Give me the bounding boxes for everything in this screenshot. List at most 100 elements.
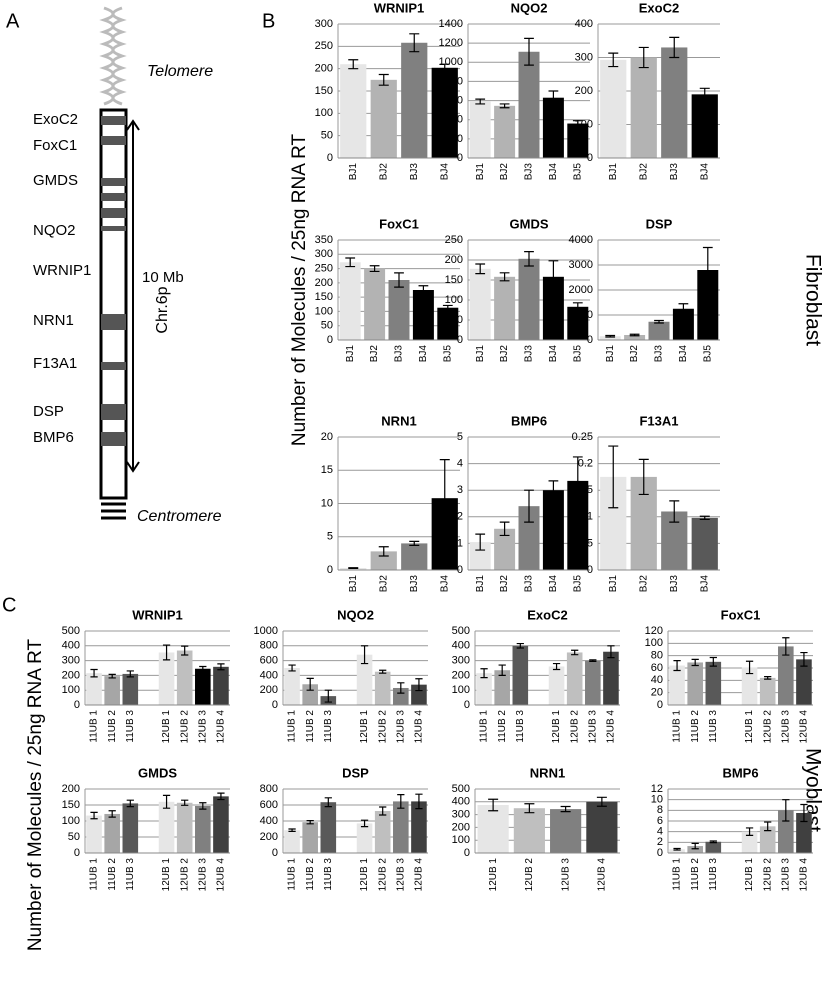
bar — [567, 123, 589, 158]
x-tick-label: 11UB 1 — [89, 710, 100, 743]
error-bar — [782, 799, 790, 822]
y-tick-label: 400 — [260, 815, 278, 827]
error-bar — [90, 811, 98, 820]
error-bar — [379, 806, 387, 816]
y-tick-label: 300 — [575, 51, 593, 63]
error-bar — [360, 819, 369, 828]
y-tick-label: 150 — [315, 291, 333, 303]
centromere-label: Centromere — [137, 508, 222, 525]
panel-label: A — [6, 10, 20, 32]
error-bar — [745, 827, 754, 836]
bar — [477, 805, 509, 853]
bar — [374, 671, 391, 705]
y-tick-label: 20 — [321, 431, 333, 443]
bar — [340, 64, 367, 158]
bar — [603, 651, 619, 705]
y-tick-label: 1200 — [439, 37, 463, 49]
y-tick-label: 800 — [445, 75, 463, 87]
bar — [86, 815, 102, 853]
chart-title: F13A1 — [639, 413, 678, 428]
y-tick-label: 600 — [260, 799, 278, 811]
y-tick-label: 0.1 — [578, 511, 593, 523]
bar — [567, 306, 589, 340]
y-tick-label: 120 — [645, 625, 663, 637]
x-tick-label: BJ2 — [378, 163, 389, 181]
y-tick-label: 0 — [327, 152, 333, 164]
x-tick-label: BJ4 — [548, 575, 559, 593]
bar — [494, 528, 516, 570]
x-tick-label: BJ1 — [608, 163, 619, 181]
error-bar — [548, 480, 559, 501]
gene-label: ExoC2 — [33, 111, 78, 128]
bar — [158, 801, 175, 853]
y-tick-label: 6 — [657, 815, 663, 827]
bar — [176, 802, 193, 853]
bar — [393, 687, 409, 705]
x-tick-label: 12UB 4 — [414, 710, 425, 744]
bar — [284, 668, 300, 705]
y-tick-label: 4 — [657, 826, 663, 838]
y-tick-label: 200 — [260, 831, 278, 843]
gene-label: WRNIP1 — [33, 262, 91, 279]
error-bar — [691, 658, 699, 667]
bar — [585, 660, 601, 705]
chromosome — [99, 108, 128, 520]
x-tick-label: BJ5 — [572, 163, 583, 181]
error-bar — [516, 642, 524, 649]
error-bar — [608, 445, 619, 509]
x-tick-label: 12UB 2 — [762, 710, 773, 744]
y-tick-label: 300 — [315, 18, 333, 30]
y-tick-label: 2 — [457, 511, 463, 523]
error-bar — [324, 797, 332, 808]
y-axis-label: Number of Molecules / 25ng RNA RT — [25, 638, 46, 951]
error-bar — [217, 663, 225, 671]
error-bar — [572, 302, 583, 312]
y-tick-label: 300 — [315, 248, 333, 260]
telomere-label: Telomere — [147, 63, 213, 80]
y-tick-label: 250 — [445, 234, 463, 246]
x-tick-label: 12UB 3 — [780, 710, 791, 744]
error-bar — [480, 668, 488, 679]
x-tick-label: 11UB 2 — [497, 710, 508, 743]
error-bar — [596, 796, 607, 807]
y-tick-label: 150 — [315, 85, 333, 97]
y-tick-label: 200 — [452, 669, 470, 681]
x-tick-label: 12UB 2 — [377, 710, 388, 744]
y-tick-label: 250 — [315, 262, 333, 274]
y-tick-label: 50 — [321, 320, 333, 332]
x-tick-label: 12UB 1 — [161, 710, 172, 744]
gene-label: F13A1 — [33, 355, 77, 372]
x-tick-label: BJ3 — [394, 345, 405, 363]
y-tick-label: 20 — [651, 687, 663, 699]
x-tick-label: 11UB 2 — [305, 858, 316, 891]
chart-title: FoxC1 — [379, 216, 419, 231]
error-bar — [678, 303, 689, 315]
chart-title: WRNIP1 — [132, 607, 183, 622]
x-tick-label: 11UB 1 — [287, 710, 298, 743]
y-tick-label: 1000 — [254, 625, 278, 637]
chart-title: GMDS — [138, 765, 177, 780]
x-tick-label: 11UB 2 — [107, 710, 118, 743]
bar — [518, 51, 540, 158]
x-tick-label: 12UB 1 — [488, 858, 499, 892]
error-bar — [397, 794, 405, 809]
y-tick-label: 100 — [315, 107, 333, 119]
chart-title: FoxC1 — [721, 607, 761, 622]
bar — [370, 551, 397, 570]
x-tick-label: BJ4 — [699, 575, 710, 593]
error-bar — [709, 840, 717, 844]
chart-title: ExoC2 — [639, 0, 679, 15]
y-tick-label: 350 — [315, 234, 333, 246]
y-tick-label: 0 — [587, 152, 593, 164]
error-bar — [552, 662, 561, 671]
y-tick-label: 1400 — [439, 18, 463, 30]
x-tick-label: 12UB 3 — [587, 710, 598, 744]
bar — [542, 97, 564, 158]
x-tick-label: BJ4 — [699, 163, 710, 181]
bar — [411, 801, 427, 853]
bar — [411, 684, 427, 705]
error-bar — [475, 98, 486, 105]
gene-label: NQO2 — [33, 222, 76, 239]
error-bar — [589, 659, 597, 662]
error-bar — [702, 246, 713, 294]
